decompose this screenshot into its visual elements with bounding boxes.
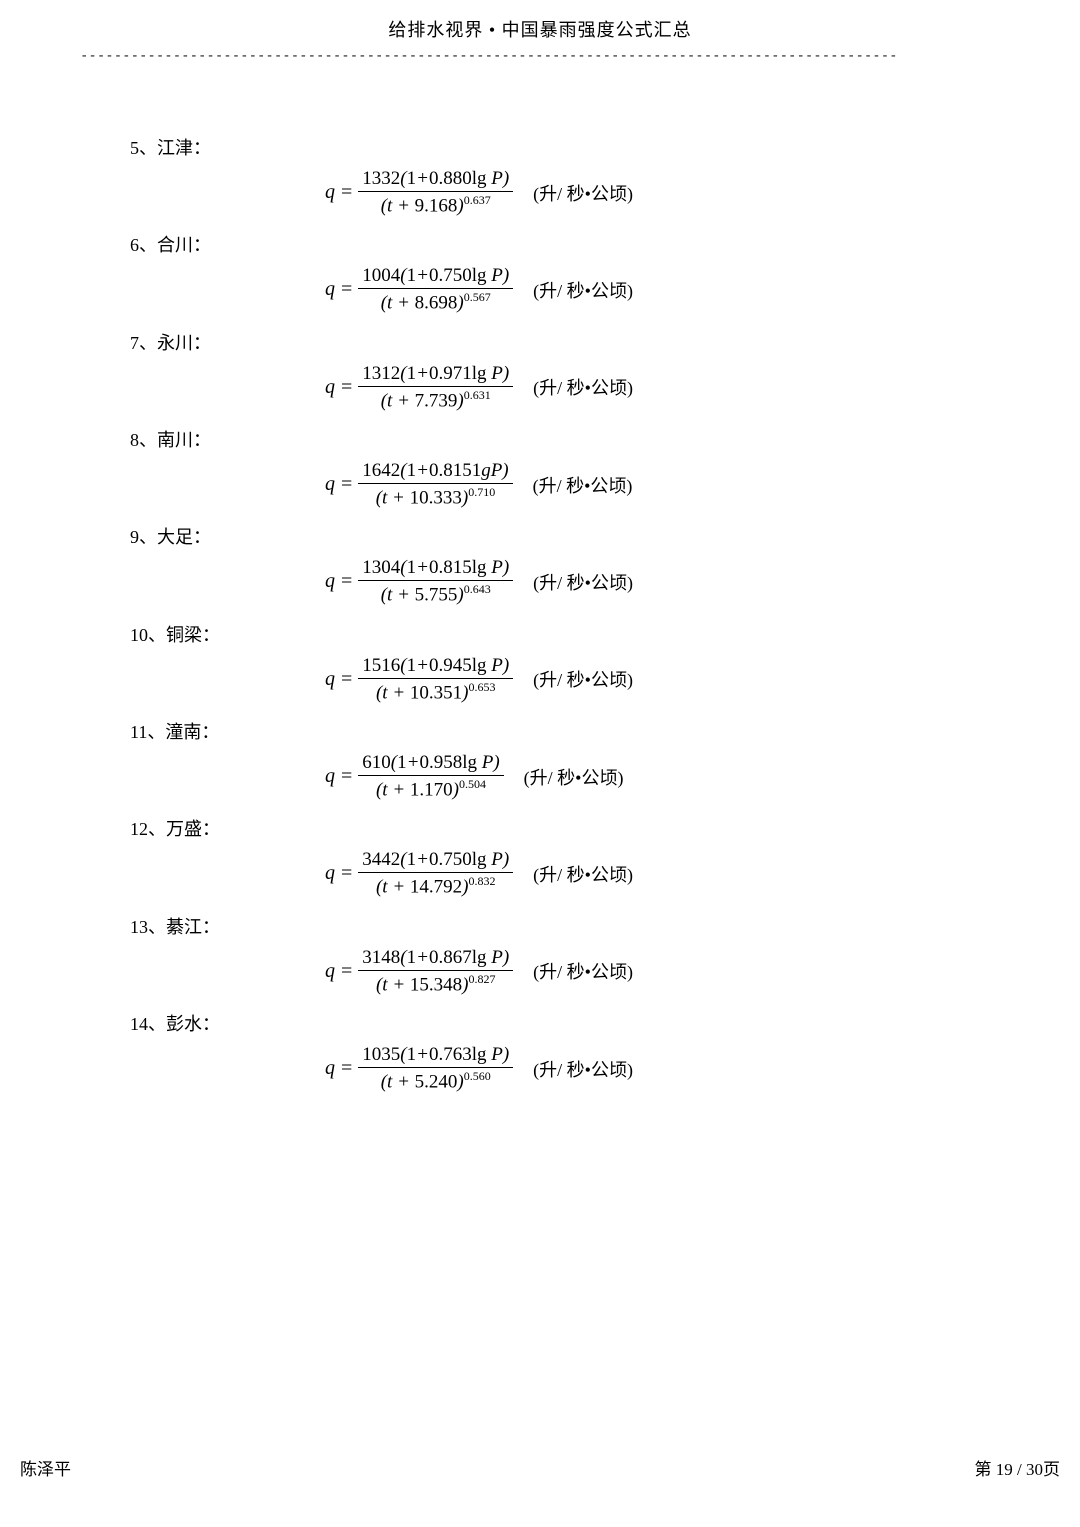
page-header: 给排水视界 • 中国暴雨强度公式汇总 (80, 0, 1000, 48)
formula-entry: 9、大足： q= 1304(1+0.815lg P) (t + 5.755)0.… (130, 523, 1000, 606)
formula-row: q= 1004(1+0.750lg P) (t + 8.698)0.567 (升… (325, 265, 1000, 314)
formula-entry: 12、万盛： q= 3442(1+0.750lg P) (t + 14.792)… (130, 815, 1000, 898)
formula-unit: (升/ 秒•公顷) (533, 958, 633, 984)
header-title: 给排水视界 • 中国暴雨强度公式汇总 (388, 20, 691, 40)
formula-row: q= 1516(1+0.945lg P) (t + 10.351)0.653 (… (325, 655, 1000, 704)
entry-label: 13、綦江： (130, 913, 1000, 939)
formula-unit: (升/ 秒•公顷) (533, 277, 633, 303)
formula-equation: q= 3442(1+0.750lg P) (t + 14.792)0.832 (325, 849, 513, 898)
formula-row: q= 1332(1+0.880lg P) (t + 9.168)0.637 (升… (325, 168, 1000, 217)
formula-equation: q= 1332(1+0.880lg P) (t + 9.168)0.637 (325, 168, 513, 217)
formula-entry: 8、南川： q= 1642(1+0.8151gP) (t + 10.333)0.… (130, 426, 1000, 509)
entry-label: 8、南川： (130, 426, 1000, 452)
formula-equation: q= 1304(1+0.815lg P) (t + 5.755)0.643 (325, 557, 513, 606)
formula-row: q= 1312(1+0.971lg P) (t + 7.739)0.631 (升… (325, 363, 1000, 412)
formula-equation: q= 1516(1+0.945lg P) (t + 10.351)0.653 (325, 655, 513, 704)
page-footer: 陈泽平 第 19 / 30页 (80, 1455, 1000, 1480)
entry-label: 7、永川： (130, 329, 1000, 355)
formula-unit: (升/ 秒•公顷) (533, 861, 633, 887)
formula-entry: 14、彭水： q= 1035(1+0.763lg P) (t + 5.240)0… (130, 1010, 1000, 1093)
formula-equation: q= 1035(1+0.763lg P) (t + 5.240)0.560 (325, 1044, 513, 1093)
formula-equation: q= 3148(1+0.867lg P) (t + 15.348)0.827 (325, 947, 513, 996)
content-area: 5、江津： q= 1332(1+0.880lg P) (t + 9.168)0.… (80, 134, 1000, 1093)
formula-row: q= 610(1+0.958lg P) (t + 1.170)0.504 (升/… (325, 752, 1000, 801)
formula-entry: 6、合川： q= 1004(1+0.750lg P) (t + 8.698)0.… (130, 231, 1000, 314)
header-divider: ----------------------------------------… (80, 48, 1000, 64)
formula-entry: 10、铜梁： q= 1516(1+0.945lg P) (t + 10.351)… (130, 621, 1000, 704)
entry-label: 5、江津： (130, 134, 1000, 160)
formula-equation: q= 1004(1+0.750lg P) (t + 8.698)0.567 (325, 265, 513, 314)
formula-entry: 13、綦江： q= 3148(1+0.867lg P) (t + 15.348)… (130, 913, 1000, 996)
formula-equation: q= 1642(1+0.8151gP) (t + 10.333)0.710 (325, 460, 513, 509)
formula-entry: 11、潼南： q= 610(1+0.958lg P) (t + 1.170)0.… (130, 718, 1000, 801)
entry-label: 12、万盛： (130, 815, 1000, 841)
entry-label: 6、合川： (130, 231, 1000, 257)
formula-unit: (升/ 秒•公顷) (524, 764, 624, 790)
formula-unit: (升/ 秒•公顷) (533, 666, 633, 692)
formula-unit: (升/ 秒•公顷) (533, 569, 633, 595)
formula-equation: q= 1312(1+0.971lg P) (t + 7.739)0.631 (325, 363, 513, 412)
footer-author: 陈泽平 (20, 1455, 71, 1480)
formula-row: q= 3148(1+0.867lg P) (t + 15.348)0.827 (… (325, 947, 1000, 996)
entry-label: 14、彭水： (130, 1010, 1000, 1036)
formula-unit: (升/ 秒•公顷) (533, 472, 633, 498)
formula-unit: (升/ 秒•公顷) (533, 374, 633, 400)
formula-equation: q= 610(1+0.958lg P) (t + 1.170)0.504 (325, 752, 504, 801)
formula-unit: (升/ 秒•公顷) (533, 1056, 633, 1082)
entry-label: 11、潼南： (130, 718, 1000, 744)
formula-entry: 5、江津： q= 1332(1+0.880lg P) (t + 9.168)0.… (130, 134, 1000, 217)
formula-entry: 7、永川： q= 1312(1+0.971lg P) (t + 7.739)0.… (130, 329, 1000, 412)
formula-row: q= 1642(1+0.8151gP) (t + 10.333)0.710 (升… (325, 460, 1000, 509)
formula-row: q= 1035(1+0.763lg P) (t + 5.240)0.560 (升… (325, 1044, 1000, 1093)
footer-page-number: 第 19 / 30页 (975, 1455, 1060, 1480)
entry-label: 10、铜梁： (130, 621, 1000, 647)
entry-label: 9、大足： (130, 523, 1000, 549)
formula-row: q= 3442(1+0.750lg P) (t + 14.792)0.832 (… (325, 849, 1000, 898)
formula-unit: (升/ 秒•公顷) (533, 180, 633, 206)
formula-row: q= 1304(1+0.815lg P) (t + 5.755)0.643 (升… (325, 557, 1000, 606)
